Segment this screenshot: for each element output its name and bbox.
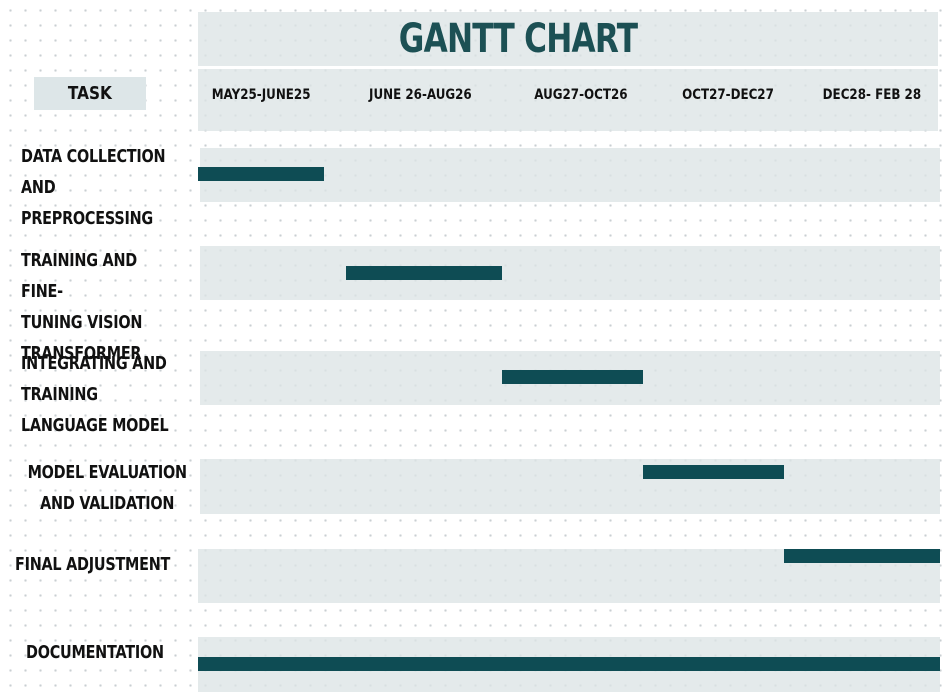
task-label: DOCUMENTATION	[26, 642, 164, 663]
period-label-text: AUG27-OCT26	[534, 87, 628, 103]
gantt-bar	[502, 370, 644, 384]
period-label-text: JUNE 26-AUG26	[368, 87, 472, 103]
title-band	[198, 12, 938, 66]
row-band	[200, 459, 940, 514]
task-column-header: TASK	[34, 77, 146, 110]
period-label: JUNE 26-AUG26	[345, 84, 495, 106]
chart-title: GANTT CHART	[398, 16, 638, 62]
task-label: INTEGRATING AND TRAINING LANGUAGE MODEL	[21, 353, 169, 436]
period-label: OCT27-DEC27	[653, 84, 803, 106]
period-label-text: MAY25-JUNE25	[211, 87, 311, 103]
gantt-bar	[346, 266, 503, 280]
gantt-bar	[784, 549, 940, 563]
task-label: FINAL ADJUSTMENT	[15, 554, 171, 575]
task-label: TRAINING AND FINE- TUNING VISION TRANSFO…	[21, 250, 143, 364]
gantt-bar	[198, 167, 325, 181]
period-label: MAY25-JUNE25	[186, 84, 336, 106]
period-label-text: DEC28- FEB 28	[822, 87, 922, 103]
task-label: DATA COLLECTION AND PREPROCESSING	[21, 146, 166, 229]
gantt-bar	[643, 465, 785, 479]
period-header-band	[198, 69, 938, 131]
task-label: MODEL EVALUATION AND VALIDATION	[27, 462, 188, 514]
row-band	[200, 246, 940, 300]
period-label-text: OCT27-DEC27	[682, 87, 774, 103]
gantt-bar	[198, 657, 940, 671]
task-column-header-label: TASK	[68, 83, 112, 104]
period-label: AUG27-OCT26	[506, 84, 656, 106]
period-label: DEC28- FEB 28	[797, 84, 945, 106]
